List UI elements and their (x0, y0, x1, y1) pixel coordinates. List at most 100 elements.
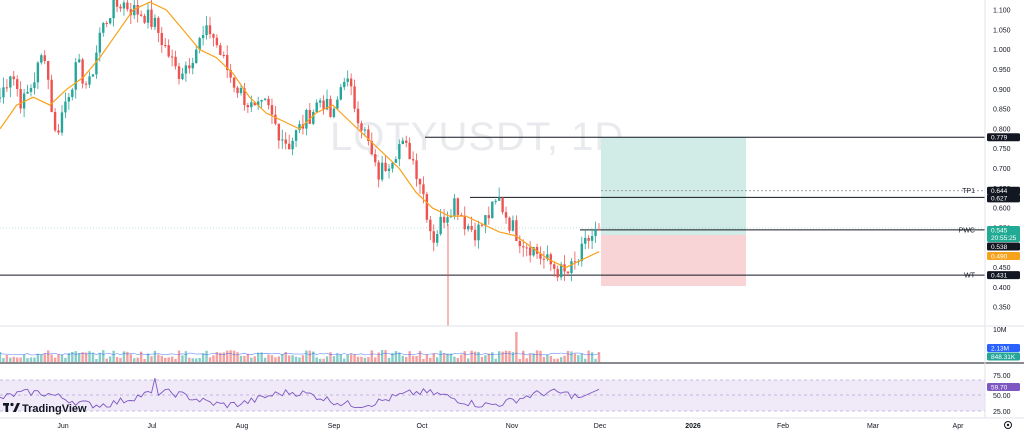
volume-bar (122, 351, 126, 362)
volume-bar (418, 350, 422, 362)
level-lines: TP1 PWC WT (0, 136, 985, 280)
volume-bar (74, 351, 77, 362)
volume-bar (387, 357, 391, 362)
price-tick-13: 0.450 (993, 265, 1011, 272)
price-axis[interactable]: 1.100 1.050 1.000 0.950 0.900 0.850 0.800 0.750… (993, 8, 1011, 312)
volume-bar (349, 354, 353, 362)
candle-body (308, 109, 312, 124)
candle-body (50, 79, 53, 112)
volume-bar (153, 350, 157, 362)
candle-body (380, 162, 384, 180)
volume-bar (57, 354, 60, 362)
price-tick-1: 1.050 (993, 27, 1011, 34)
rsi-tick-25: 25.00 (993, 409, 1011, 416)
candle-body (91, 74, 95, 77)
volume-bar (422, 358, 425, 362)
candle-body (563, 264, 566, 272)
volume-bar (394, 351, 398, 362)
candle-body (487, 215, 491, 219)
volume-bar (222, 352, 225, 362)
candle-body (528, 247, 532, 256)
volume-bar (573, 353, 577, 362)
volume-bar (597, 352, 601, 362)
candle-body (559, 264, 563, 278)
candle-body (208, 25, 212, 35)
volume-bar (77, 353, 81, 362)
candle-body (71, 89, 74, 98)
candle-body (287, 143, 291, 150)
candle-body (19, 88, 22, 109)
volume-bar (308, 350, 312, 362)
candle-body (12, 76, 15, 80)
candle-body (463, 216, 466, 230)
volume-bar (46, 350, 50, 362)
candle-body (16, 79, 19, 89)
volume-bar (429, 357, 432, 362)
volume-bar (411, 355, 415, 362)
candle-body (573, 261, 577, 263)
volume-bar (139, 351, 143, 362)
candle-body (408, 142, 411, 160)
volume-bar (294, 356, 298, 362)
time-tick-0: Jun (57, 423, 68, 430)
candle-body (332, 108, 336, 117)
candle-body (411, 159, 415, 161)
volume-tag-1-text: 2.13M (991, 345, 1009, 352)
volume-bar (22, 354, 26, 362)
candle-body (477, 224, 480, 241)
rsi-tick-75: 75.00 (993, 373, 1011, 380)
volume-bar (487, 353, 491, 362)
volume-bar (2, 357, 5, 362)
volume-bar (184, 351, 188, 362)
volume-bar (570, 351, 573, 362)
volume-bar (315, 357, 318, 362)
volume-bar (405, 356, 408, 362)
candle-body (439, 216, 442, 235)
candle-body (329, 98, 332, 117)
tradingview-logo[interactable]: TradingView (3, 402, 87, 415)
time-tick-3: Sep (328, 423, 341, 430)
volume-bar (174, 358, 177, 362)
volume-bar (463, 351, 466, 362)
volume-bar (584, 358, 587, 362)
price-pane[interactable] (0, 0, 985, 326)
candle-body (115, 0, 119, 7)
candle-body (43, 55, 46, 62)
candle-body (491, 201, 494, 219)
rsi-tag (987, 383, 1020, 391)
candle-body (518, 240, 522, 247)
volume-bar (470, 350, 473, 362)
profit-zone[interactable] (601, 137, 746, 235)
volume-bar (167, 357, 170, 362)
volume-bar (232, 350, 236, 362)
candle-body (60, 112, 64, 133)
candle-body (597, 228, 601, 230)
volume-bar (243, 355, 246, 362)
volume-bar (226, 350, 229, 362)
volume-bar (115, 357, 119, 362)
gear-icon[interactable] (1004, 421, 1012, 429)
volume-bar (587, 350, 590, 362)
volume-bar (549, 355, 553, 362)
loss-zone[interactable] (601, 235, 746, 286)
time-axis[interactable]: Jun Jul Aug Sep Oct Nov Dec 2026 Feb Mar Apr (57, 423, 964, 430)
candle-body (436, 234, 439, 243)
level-label-tp1: TP1 (962, 188, 975, 195)
countdown-text: 20:55:25 (991, 235, 1017, 242)
volume-bar (198, 357, 201, 362)
long-position-tool[interactable] (601, 137, 746, 286)
volume-bar (460, 354, 463, 362)
volume-bar (133, 358, 136, 362)
volume-bar (532, 353, 535, 362)
candle-body (415, 160, 418, 180)
volume-bar (16, 357, 19, 362)
time-tick-4: Oct (417, 423, 428, 430)
candle-body (298, 124, 301, 131)
price-tick-10: 0.600 (993, 206, 1011, 213)
time-tick-2: Aug (236, 423, 249, 430)
candle-body (0, 97, 2, 99)
volume-bar (81, 352, 84, 362)
volume-bar (301, 355, 305, 362)
time-tick-1: Jul (148, 423, 157, 430)
